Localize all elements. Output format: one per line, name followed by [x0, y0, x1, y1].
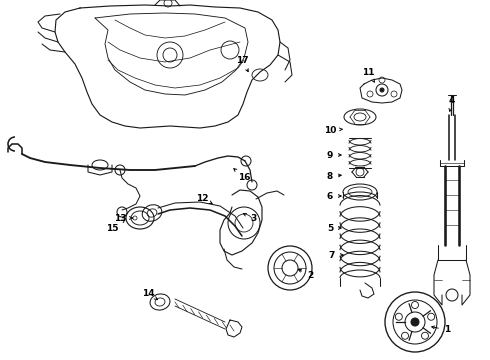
Text: 2: 2 — [298, 270, 313, 279]
Text: 3: 3 — [244, 213, 256, 222]
Text: 13: 13 — [114, 213, 132, 222]
Text: 12: 12 — [196, 194, 212, 203]
Text: 11: 11 — [362, 68, 374, 82]
Circle shape — [411, 318, 419, 326]
Text: 16: 16 — [234, 168, 250, 181]
Text: 17: 17 — [236, 55, 248, 72]
Text: 9: 9 — [327, 150, 341, 159]
Text: 7: 7 — [329, 251, 343, 260]
Text: 5: 5 — [327, 224, 341, 233]
Text: 15: 15 — [106, 220, 125, 233]
Text: 10: 10 — [324, 126, 343, 135]
Text: 8: 8 — [327, 171, 341, 180]
Text: 14: 14 — [142, 288, 157, 300]
Text: 1: 1 — [432, 325, 450, 334]
Text: 6: 6 — [327, 192, 341, 201]
Text: 4: 4 — [449, 95, 455, 111]
Circle shape — [380, 88, 384, 92]
